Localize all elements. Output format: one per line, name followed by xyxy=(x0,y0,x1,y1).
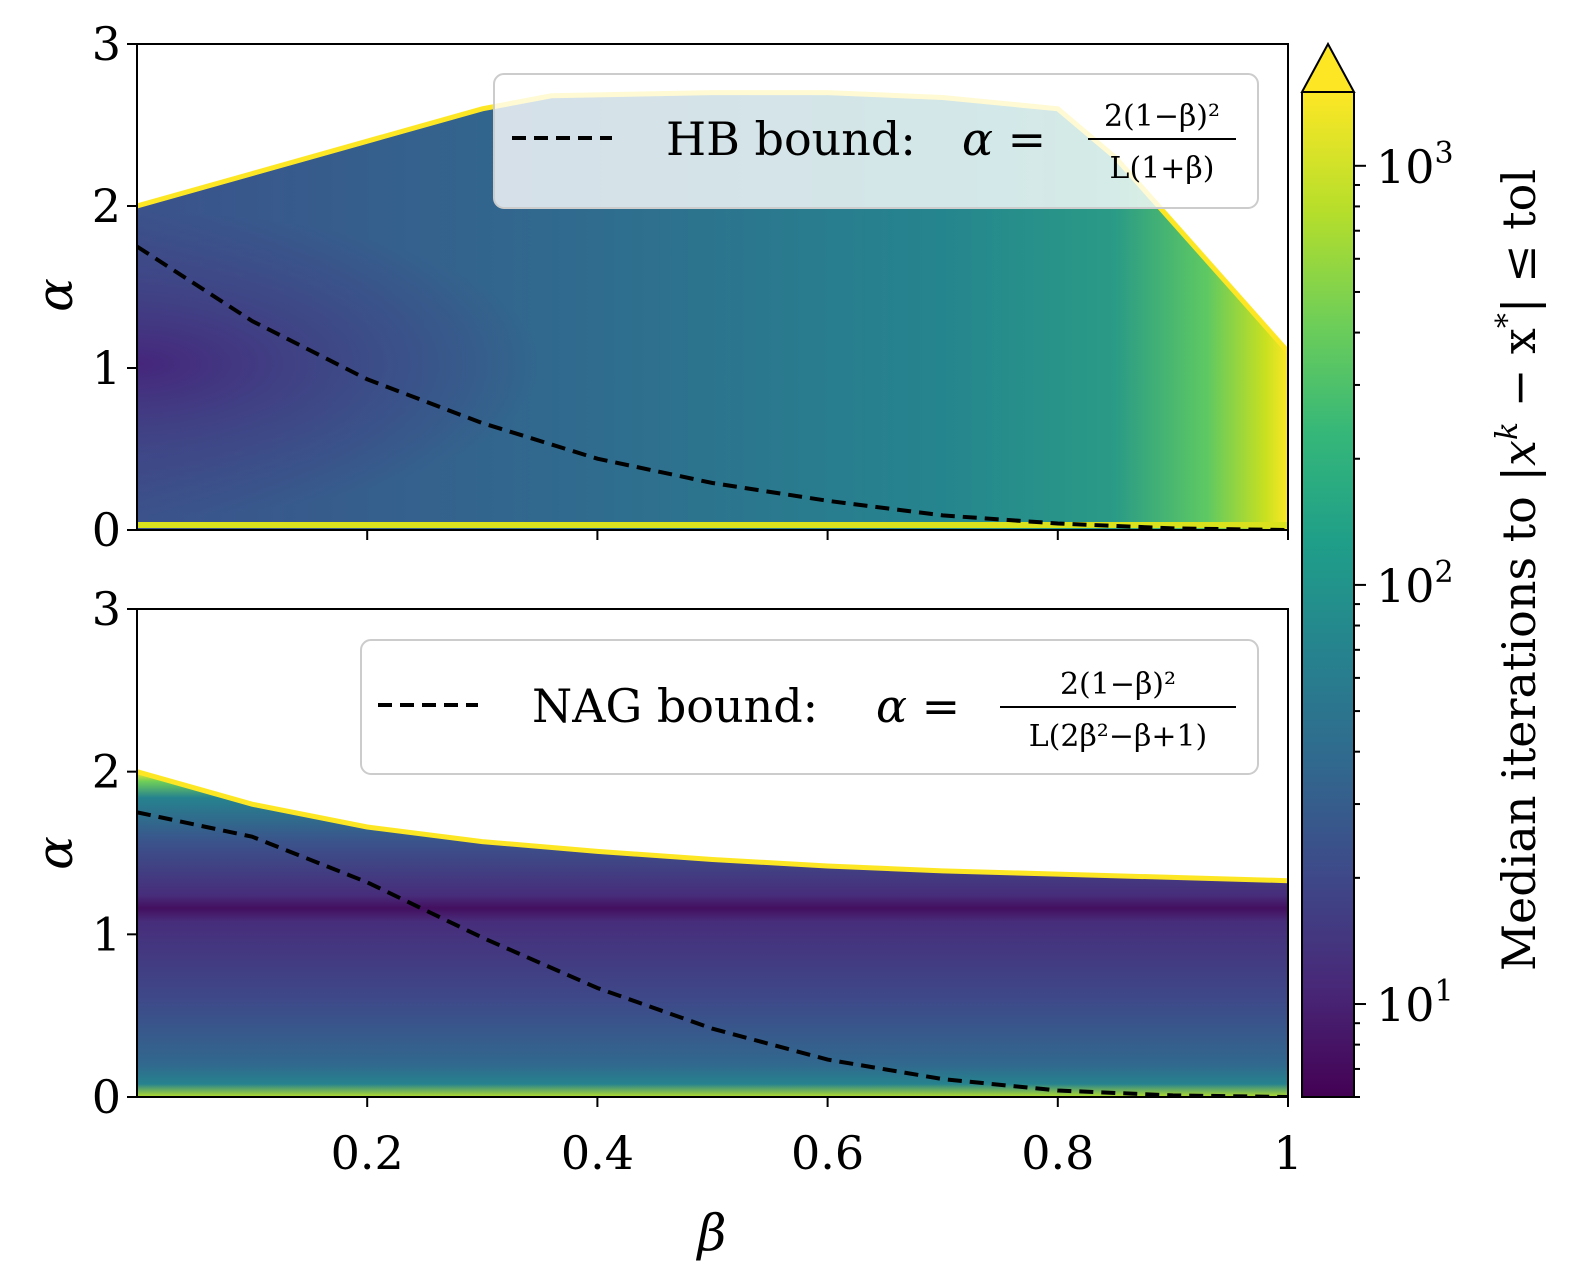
top-y-tick-label: 3 xyxy=(92,17,121,71)
top-legend-label: HB bound: xyxy=(666,112,916,166)
top-legend-lhs: α = xyxy=(962,112,1046,166)
hb-bound-curve xyxy=(137,244,1288,530)
top-y-tick-label: 2 xyxy=(92,179,121,233)
colorbar-tick-label: 103 xyxy=(1376,136,1454,194)
x-tick-label: 0.8 xyxy=(1021,1126,1094,1180)
bottom-legend-lhs: α = xyxy=(876,679,960,733)
bottom-y-axis-title: α xyxy=(26,836,84,870)
bottom-legend: NAG bound: α = 2(1−β)² L(2β²−β+1) xyxy=(360,639,1259,775)
colorbar-extend-triangle xyxy=(1300,41,1356,93)
colorbar-tick-label: 101 xyxy=(1376,974,1454,1032)
colorbar-frame xyxy=(1301,92,1355,1098)
top-y-ticks: 0 1 2 3 xyxy=(92,17,137,557)
bottom-axes-frame xyxy=(136,608,1289,1098)
x-tick-label: 1 xyxy=(1273,1126,1302,1180)
top-y-tick-label: 1 xyxy=(92,341,121,395)
bot-y-tick-label: 1 xyxy=(92,907,121,961)
bottom-upper-edge xyxy=(137,769,1288,884)
bottom-legend-label: NAG bound: xyxy=(532,679,818,733)
top-bottom-edge xyxy=(137,522,1288,528)
bot-y-tick-label: 2 xyxy=(92,745,121,799)
top-y-tick-label: 0 xyxy=(92,503,121,557)
bottom-legend-denominator: L(2β²−β+1) xyxy=(1029,719,1208,754)
colorbar-label: Median iterations to |xk − x*| ≤ tol xyxy=(1490,169,1546,971)
x-tick-label: 0.4 xyxy=(561,1126,634,1180)
top-heatmap-panel: 0 1 2 3 α HB bound: α = 2(1−β)² L(1+β) xyxy=(26,17,1289,557)
top-x-ticks xyxy=(366,530,1289,540)
top-legend-numerator: 2(1−β)² xyxy=(1104,99,1220,134)
top-axes-frame xyxy=(136,43,1289,531)
top-y-axis-title: α xyxy=(26,278,84,312)
bot-y-tick-label: 3 xyxy=(92,582,121,636)
top-legend-denominator: L(1+β) xyxy=(1110,151,1215,186)
x-axis-title: β xyxy=(696,1204,727,1262)
bottom-legend-numerator: 2(1−β)² xyxy=(1060,667,1176,702)
colorbar-tick-label: 102 xyxy=(1376,555,1454,613)
x-tick-label: 0.2 xyxy=(331,1126,404,1180)
bottom-y-ticks: 0 1 2 3 xyxy=(92,582,137,1124)
bottom-stable-region xyxy=(137,771,1288,1097)
colorbar-gradient xyxy=(1302,92,1354,1097)
colorbar: 101 102 103 Median iterations to |xk − x*|… xyxy=(1300,41,1546,1098)
colorbar-ticks: 101 102 103 xyxy=(1354,136,1454,1098)
x-tick-label: 0.6 xyxy=(791,1126,864,1180)
nag-bound-curve xyxy=(137,810,1288,1097)
bottom-x-ticks: 0.2 0.4 0.6 0.8 1 xyxy=(331,1097,1303,1180)
bottom-heatmap-panel: 0 1 2 3 0.2 0.4 0.6 0.8 1 α β NAG bound: α = 2(… xyxy=(26,582,1303,1262)
top-legend: HB bound: α = 2(1−β)² L(1+β) xyxy=(493,73,1259,209)
bot-y-tick-label: 0 xyxy=(92,1070,121,1124)
